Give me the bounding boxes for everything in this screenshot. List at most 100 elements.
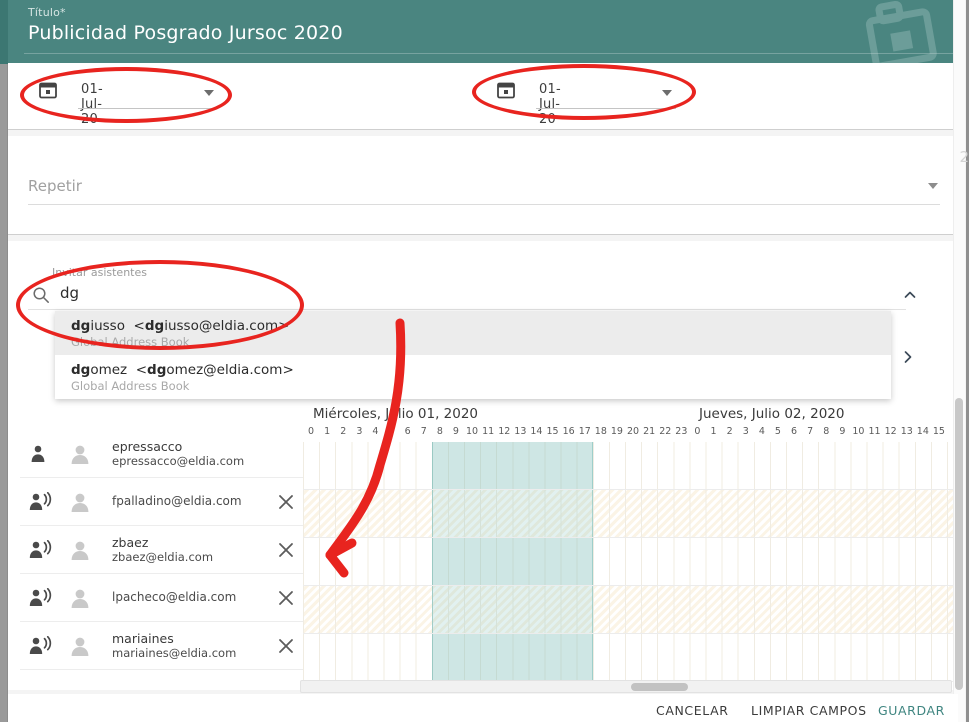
- avatar: [62, 587, 98, 609]
- suggestion-match: dg: [71, 362, 91, 378]
- remove-attendee-button[interactable]: [269, 637, 303, 655]
- invite-input-underline: [28, 309, 906, 310]
- timeline-hour-tick: 8: [436, 426, 443, 437]
- timeline-row[interactable]: [303, 634, 958, 682]
- timeline-working-hours-band: [431, 538, 593, 585]
- caret-down-icon[interactable]: [662, 90, 672, 96]
- suggestion-item[interactable]: dgomez <dgomez@eldia.com> Global Address…: [55, 355, 891, 399]
- remove-attendee-button[interactable]: [269, 541, 303, 559]
- timeline-hour-tick: 1: [710, 426, 717, 437]
- timeline-hour-tick: 15: [546, 426, 559, 437]
- attendee-row[interactable]: mariaines mariaines@eldia.com: [20, 622, 303, 670]
- caret-down-icon[interactable]: [204, 90, 214, 96]
- remove-attendee-button[interactable]: [269, 589, 303, 607]
- repeat-select[interactable]: Repetir: [28, 177, 82, 195]
- timeline-hour-tick: 16: [562, 426, 575, 437]
- caret-down-icon[interactable]: [928, 183, 938, 189]
- timeline-hour-tick: 11: [482, 426, 495, 437]
- window-left-rail-accent: [0, 0, 8, 64]
- save-button[interactable]: GUARDAR: [878, 703, 945, 718]
- person-speaking-icon: [20, 635, 62, 656]
- chevron-right-icon[interactable]: [900, 349, 916, 365]
- timeline-hour-gridlines: [303, 586, 958, 633]
- repeat-section: Repetir: [8, 136, 958, 235]
- timeline-row[interactable]: [303, 490, 958, 538]
- timeline-hour-tick: 22: [659, 426, 672, 437]
- suggestion-rest: iusso: [90, 318, 125, 334]
- person-speaking-icon: [20, 491, 62, 512]
- h-scroll-thumb[interactable]: [631, 683, 688, 691]
- cancel-button[interactable]: CANCELAR: [656, 703, 729, 718]
- timeline-hour-tick: 17: [578, 426, 591, 437]
- timeline-hour-tick: 12: [884, 426, 897, 437]
- attendee-row[interactable]: lpacheco@eldia.com: [20, 574, 303, 622]
- chevron-up-icon[interactable]: [902, 287, 918, 303]
- timeline-hour-tick: 21: [643, 426, 656, 437]
- timeline-hour-gridlines: [303, 442, 958, 489]
- timeline-hour-tick: 0: [694, 426, 701, 437]
- timeline-hour-tick: 10: [852, 426, 865, 437]
- page-title[interactable]: Publicidad Posgrado Jursoc 2020: [28, 22, 343, 44]
- attendee-text: lpacheco@eldia.com: [98, 590, 269, 605]
- avatar: [62, 539, 98, 561]
- availability-timeline[interactable]: Miércoles, Julio 01, 2020 Jueves, Julio …: [303, 406, 958, 690]
- title-field-label: Título*: [28, 6, 66, 19]
- timeline-row[interactable]: [303, 586, 958, 634]
- timeline-hour-tick: 0: [308, 426, 315, 437]
- suggestion-primary: dgomez <dgomez@eldia.com>: [71, 362, 294, 378]
- invite-attendees-label: Invitar asistentes: [52, 266, 147, 279]
- attendees-panel: Invitar asistentes dg dgiusso <dgiusso@e…: [8, 241, 958, 690]
- timeline-hour-tick: 3: [742, 426, 749, 437]
- timeline-row[interactable]: [303, 538, 958, 586]
- v-scroll-thumb[interactable]: [955, 398, 963, 690]
- timeline-hour-tick: 10: [466, 426, 479, 437]
- suggestion-email-rest: omez@eldia.com: [166, 362, 283, 378]
- timeline-working-hours-band: [431, 634, 593, 681]
- invite-attendees-input[interactable]: dg: [60, 284, 80, 302]
- timeline-hour-tick: 3: [356, 426, 363, 437]
- person-speaking-icon: [20, 587, 62, 608]
- camera-watermark-icon: [851, 0, 951, 63]
- calendar-icon: [496, 80, 516, 100]
- attendee-row[interactable]: zbaez zbaez@eldia.com: [20, 526, 303, 574]
- timeline-hour-tick: 14: [916, 426, 929, 437]
- timeline-hour-tick: 7: [807, 426, 814, 437]
- suggestion-item[interactable]: dgiusso <dgiusso@eldia.com> Global Addre…: [55, 311, 891, 355]
- timeline-hour-tick: 6: [791, 426, 798, 437]
- horizontal-scrollbar[interactable]: [300, 680, 952, 693]
- timeline-hour-tick: 14: [530, 426, 543, 437]
- attendee-email: epressacco@eldia.com: [112, 453, 245, 468]
- start-date-underline: [78, 108, 218, 109]
- suggestion-email-match: dg: [144, 318, 165, 334]
- remove-attendee-button[interactable]: [269, 493, 303, 511]
- search-icon: [32, 286, 50, 304]
- timeline-hour-tick: 23: [675, 426, 688, 437]
- timeline-hour-gridlines: [303, 634, 958, 681]
- repeat-underline: [28, 204, 940, 205]
- clear-fields-button[interactable]: LIMPIAR CAMPOS: [751, 703, 867, 718]
- attendee-row[interactable]: epressacco epressacco@eldia.com: [20, 430, 303, 478]
- attendee-name: mariaines: [112, 630, 174, 646]
- attendee-name: epressacco: [112, 438, 183, 454]
- suggestion-rest: omez: [90, 362, 128, 378]
- dialog-footer: CANCELAR LIMPIAR CAMPOS GUARDAR: [8, 694, 958, 722]
- timeline-hour-tick: 2: [340, 426, 347, 437]
- window-right-rail: [966, 0, 969, 722]
- attendee-list: epressacco epressacco@eldia.com fpalladino…: [20, 430, 303, 670]
- invite-suggestions-dropdown: dgiusso <dgiusso@eldia.com> Global Addre…: [55, 311, 891, 399]
- attendee-text: mariaines mariaines@eldia.com: [98, 631, 269, 661]
- end-date-underline: [536, 108, 676, 109]
- attendee-name: zbaez: [112, 534, 149, 550]
- timeline-grid[interactable]: [303, 442, 958, 682]
- attendee-row[interactable]: fpalladino@eldia.com: [20, 478, 303, 526]
- avatar: [62, 443, 98, 465]
- timeline-hour-tick: 19: [610, 426, 623, 437]
- suggestion-primary: dgiusso <dgiusso@eldia.com>: [71, 318, 290, 334]
- timeline-hour-tick: 5: [388, 426, 395, 437]
- timeline-row[interactable]: [303, 442, 958, 490]
- timeline-hour-tick: 13: [514, 426, 527, 437]
- timeline-hour-tick: 13: [900, 426, 913, 437]
- timeline-hour-tick: 8: [823, 426, 830, 437]
- timeline-hour-tick: 5: [774, 426, 781, 437]
- timeline-day-labels: Miércoles, Julio 01, 2020 Jueves, Julio …: [303, 406, 958, 426]
